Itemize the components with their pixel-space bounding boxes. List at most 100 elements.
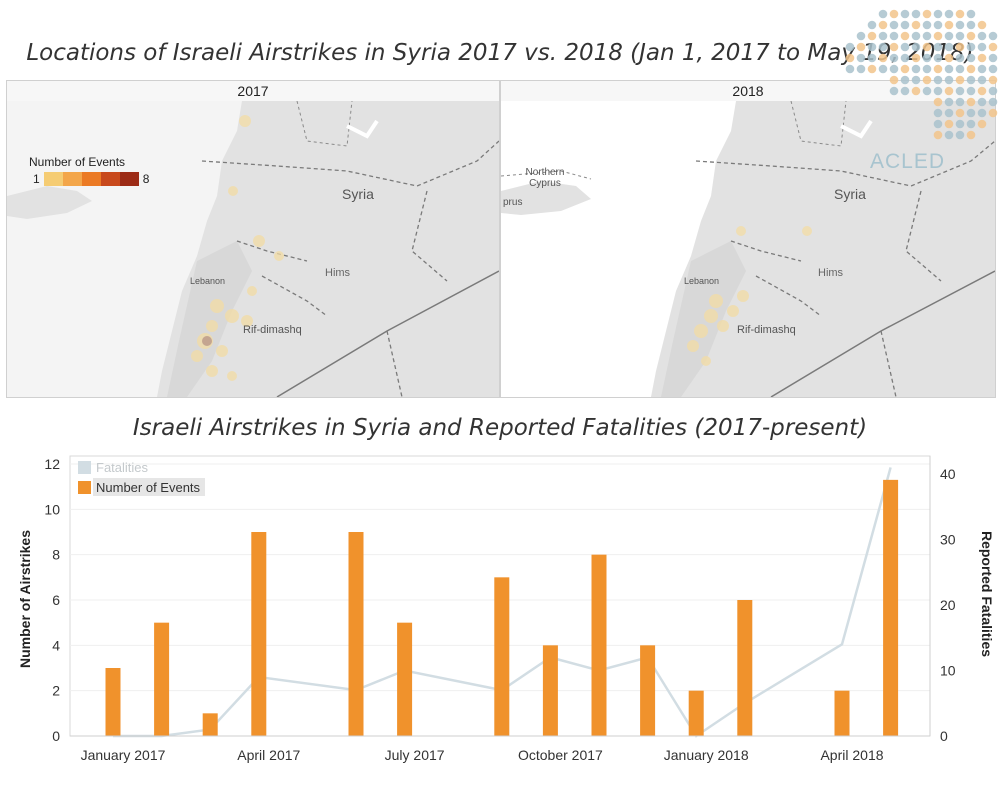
- acled-logo: [845, 9, 998, 140]
- logo-dot: [911, 75, 921, 85]
- logo-dot: [966, 42, 976, 52]
- map-label-syria-2018: Syria: [834, 186, 866, 202]
- logo-dot: [944, 119, 954, 129]
- logo-dot: [933, 20, 943, 30]
- logo-dot: [922, 53, 932, 63]
- logo-dot: [955, 108, 965, 118]
- logo-dot: [988, 86, 998, 96]
- panel-header-2018: 2018: [501, 81, 995, 101]
- logo-dot: [988, 97, 998, 107]
- logo-dot: [955, 130, 965, 140]
- logo-dot: [878, 64, 888, 74]
- logo-dot: [966, 53, 976, 63]
- logo-dot: [955, 75, 965, 85]
- logo-dot: [845, 42, 855, 52]
- bar-month-13: [737, 600, 753, 736]
- legend-entry: Fatalities: [96, 460, 149, 475]
- logo-dot: [922, 20, 932, 30]
- map-panel-2017[interactable]: 2017: [6, 80, 500, 398]
- map-panel-2018[interactable]: 2018 Syria Hims Lebanon Rif-dimashq: [500, 80, 996, 398]
- logo-dot: [966, 130, 976, 140]
- logo-dot: [900, 42, 910, 52]
- logo-dot: [911, 53, 921, 63]
- logo-dot: [889, 9, 899, 19]
- logo-dot: [944, 20, 954, 30]
- logo-dot: [845, 53, 855, 63]
- logo-dot: [944, 31, 954, 41]
- x-tick-label: January 2017: [81, 747, 166, 763]
- x-tick-label: April 2018: [820, 747, 883, 763]
- logo-dot: [944, 108, 954, 118]
- logo-dot: [966, 20, 976, 30]
- logo-dot: [922, 31, 932, 41]
- logo-dot: [867, 20, 877, 30]
- logo-dot: [955, 119, 965, 129]
- bar-month-10: [591, 554, 607, 736]
- y-tick-label: 8: [52, 547, 60, 563]
- logo-dot: [933, 42, 943, 52]
- airstrikes-chart[interactable]: 0 2 4 6 8 10 12 0 10 20 30 40 January 2017 April 2017…: [0, 450, 1000, 800]
- y-tick-label: 2: [52, 683, 60, 699]
- chart-title: Israeli Airstrikes in Syria and Reported…: [132, 415, 868, 441]
- logo-dot: [966, 86, 976, 96]
- logo-dot: [900, 64, 910, 74]
- legend-swatch-2: [62, 172, 82, 186]
- acled-logo-text: ACLED: [870, 150, 946, 173]
- logo-dot: [966, 75, 976, 85]
- logo-dot: [988, 31, 998, 41]
- legend-entry: Number of Events: [96, 480, 201, 495]
- logo-dot: [922, 64, 932, 74]
- logo-dot: [977, 86, 987, 96]
- y2-tick-label: 10: [940, 663, 956, 679]
- y2-tick-label: 0: [940, 728, 948, 744]
- legend-swatch-chart: [78, 481, 91, 494]
- logo-dot: [988, 53, 998, 63]
- logo-dot: [944, 130, 954, 140]
- map-2018[interactable]: Syria Hims Lebanon Rif-dimashq Northern C…: [501, 101, 995, 397]
- bar-month-8: [494, 577, 510, 736]
- logo-dot: [889, 53, 899, 63]
- y-tick-label: 10: [44, 501, 60, 517]
- logo-dot: [933, 64, 943, 74]
- bar-month-6: [397, 622, 413, 736]
- logo-dot: [878, 9, 888, 19]
- bar-month-5: [348, 532, 364, 736]
- logo-dot: [955, 86, 965, 96]
- logo-dot: [944, 42, 954, 52]
- logo-dot: [856, 42, 866, 52]
- legend-swatch-chart: [78, 461, 91, 474]
- y2-axis-title: Reported Fatalities: [979, 531, 995, 657]
- map-label-lebanon-2018: Lebanon: [684, 276, 719, 286]
- logo-dot: [988, 42, 998, 52]
- logo-dot: [933, 86, 943, 96]
- y-tick-label: 12: [44, 456, 60, 472]
- y2-tick-label: 30: [940, 532, 956, 548]
- logo-dot: [867, 31, 877, 41]
- bar-month-12: [688, 690, 704, 736]
- bar-month-1: [154, 622, 170, 736]
- logo-dot: [845, 64, 855, 74]
- logo-dot: [878, 42, 888, 52]
- legend-title: Number of Events: [29, 155, 126, 169]
- logo-dot: [856, 31, 866, 41]
- y-tick-label: 4: [52, 637, 60, 653]
- logo-dot: [977, 31, 987, 41]
- y-tick-label: 0: [52, 728, 60, 744]
- fatalities-line: [113, 467, 892, 738]
- logo-dot: [867, 64, 877, 74]
- map-label-rif-dimashq-2018: Rif-dimashq: [737, 324, 796, 336]
- map-2017[interactable]: Syria Hims Lebanon Rif-dimashq: [7, 101, 499, 397]
- y2-tick-label: 20: [940, 597, 956, 613]
- legend-max: 8: [142, 172, 150, 186]
- logo-dot: [889, 42, 899, 52]
- logo-dot: [878, 31, 888, 41]
- logo-dot: [922, 86, 932, 96]
- legend-highlight: [93, 478, 205, 496]
- legend-min: 1: [33, 172, 40, 186]
- map-label-cyprus: prus: [503, 197, 522, 208]
- logo-dot: [955, 64, 965, 74]
- map-section-title: Locations of Israeli Airstrikes in Syria…: [26, 40, 974, 66]
- logo-dot: [933, 75, 943, 85]
- logo-dot: [944, 97, 954, 107]
- logo-dot: [911, 20, 921, 30]
